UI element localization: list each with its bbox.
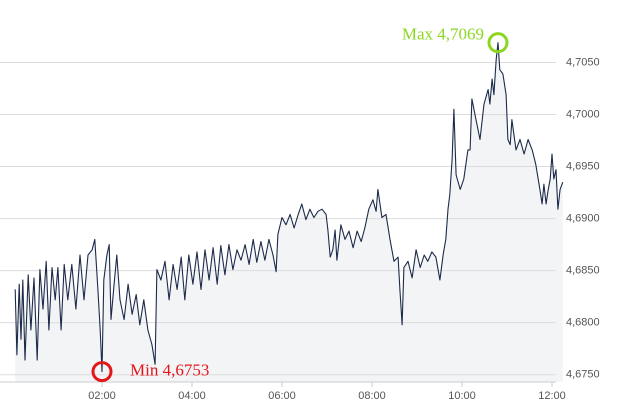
- annotation-marker: [487, 32, 509, 54]
- y-tick-label: 4,7050: [566, 56, 600, 68]
- x-tick-label: 02:00: [88, 390, 116, 402]
- x-tick-label: 12:00: [538, 390, 566, 402]
- x-tick-label: 08:00: [358, 390, 386, 402]
- y-tick-label: 4,6850: [566, 265, 600, 277]
- y-tick-label: 4,6900: [566, 212, 600, 224]
- annotation-label: Max 4,7069: [402, 25, 484, 44]
- y-tick-label: 4,6950: [566, 160, 600, 172]
- x-tick-label: 06:00: [268, 390, 296, 402]
- y-tick-label: 4,6800: [566, 317, 600, 329]
- price-line: [14, 42, 564, 373]
- annotation-label: Min 4,6753: [130, 360, 209, 379]
- y-tick-label: 4,6750: [566, 369, 600, 381]
- annotation-marker: [91, 361, 113, 383]
- y-tick-label: 4,7000: [566, 108, 600, 120]
- area-fill: [15, 42, 563, 382]
- x-tick-label: 04:00: [178, 390, 206, 402]
- x-tick-label: 10:00: [448, 390, 476, 402]
